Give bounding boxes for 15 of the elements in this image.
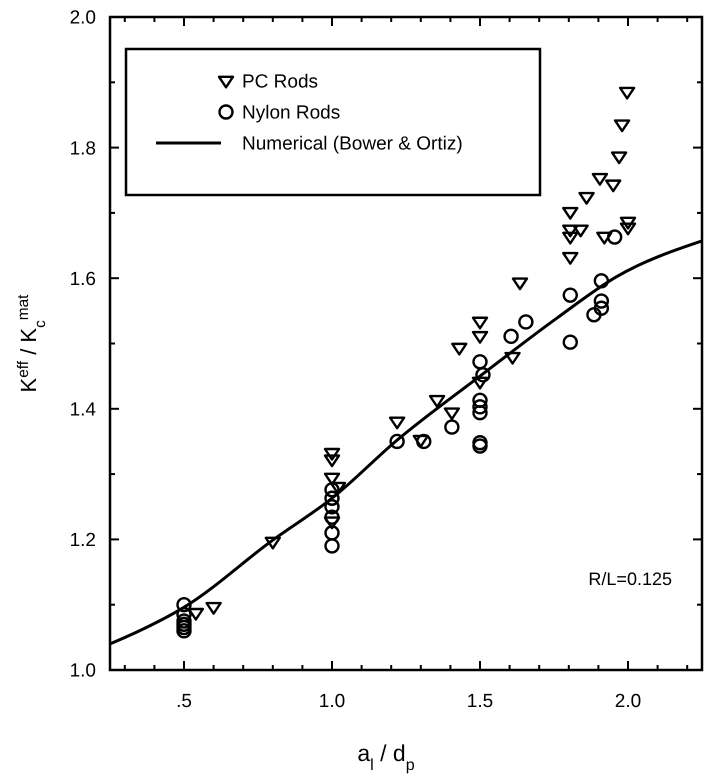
legend-label: Nylon Rods <box>242 102 340 124</box>
x-tick-label: 2.0 <box>614 691 642 712</box>
y-tick-label: 1.2 <box>70 530 96 552</box>
legend-label: Numerical (Bower & Ortiz) <box>242 134 463 155</box>
x-tick-label: 1.0 <box>318 691 346 712</box>
x-tick-label: 1.5 <box>466 691 494 712</box>
y-tick-label: 1.6 <box>70 268 96 290</box>
x-axis-title: a$_{l}$ / d$_{p}$ <box>357 740 415 774</box>
y-tick-label: 2.0 <box>70 8 96 29</box>
y-tick-label: 1.4 <box>70 399 96 420</box>
y-tick-label: 1.0 <box>70 660 96 682</box>
annotation: R/L=0.125 <box>588 569 672 589</box>
legend-label: PC Rods <box>242 72 318 93</box>
x-tick-label: .5 <box>176 691 192 712</box>
y-tick-label: 1.8 <box>70 138 96 160</box>
